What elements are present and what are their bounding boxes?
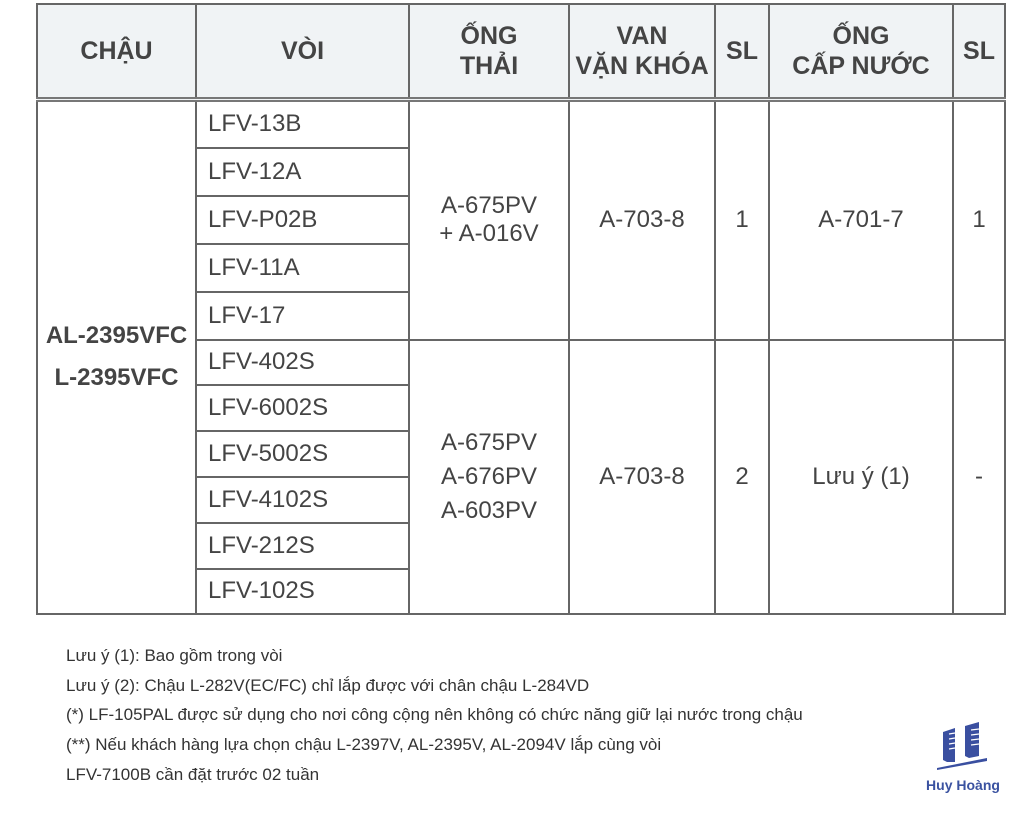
- note-line: Lưu ý (1): Bao gồm trong vòi: [66, 646, 283, 665]
- voi-cell: LFV-212S: [195, 521, 410, 570]
- table-row: LFV-17: [37, 290, 1005, 341]
- header-voi: VÒI: [195, 3, 410, 102]
- ong-cap-cell: Lưu ý (1): [768, 338, 954, 615]
- table-row: LFV-4102S: [37, 475, 1005, 524]
- table-row: LFV-212S: [37, 521, 1005, 570]
- van-cell: A-703-8: [568, 98, 716, 341]
- voi-cell: LFV-P02B: [195, 194, 410, 245]
- note-line: (**) Nếu khách hàng lựa chọn chậu L-2397…: [66, 735, 662, 755]
- huy-hoang-logo: Huy Hoàng: [918, 722, 1008, 793]
- table-row: LFV-P02B: [37, 194, 1005, 245]
- header-sl: SL: [952, 3, 1006, 102]
- sl-cell: -: [952, 338, 1006, 615]
- voi-cell: LFV-402S: [195, 338, 410, 386]
- buildings-icon: [937, 722, 987, 770]
- sl-cell: 1: [714, 98, 770, 341]
- voi-cell: LFV-6002S: [195, 383, 410, 432]
- header-van: VAN VẶN KHÓA: [568, 3, 716, 102]
- table-row: LFV-6002S: [37, 383, 1005, 432]
- table-row: AL-2395VFC L-2395VFC LFV-13B A-675PV + A-0…: [36, 98, 1006, 615]
- header-chau: CHẬU: [36, 3, 197, 102]
- notes: Lưu ý (1): Bao gồm trong vòi Lưu ý (2): …: [66, 641, 803, 790]
- header-sl: SL: [714, 3, 770, 102]
- voi-cell: LFV-17: [195, 290, 410, 341]
- header-row: CHẬU VÒI ỐNG THẢI VAN VẶN KHÓA SL ỐNG CẤP N…: [36, 3, 1006, 102]
- voi-cell: LFV-13B: [195, 98, 410, 149]
- ong-thai-cell: A-675PV + A-016V: [408, 98, 570, 341]
- product-compatibility-table: CHẬU VÒI ỐNG THẢI VAN VẶN KHÓA SL ỐNG CẤP N…: [36, 3, 1006, 615]
- table-row: LFV-12A: [37, 146, 1005, 197]
- voi-cell: LFV-5002S: [195, 429, 410, 478]
- table-row: LFV-5002S: [37, 429, 1005, 478]
- sl-cell: 2: [714, 338, 770, 615]
- sl-cell: 1: [952, 98, 1006, 341]
- table-row: LFV-102S: [37, 567, 1005, 615]
- voi-cell: LFV-4102S: [195, 475, 410, 524]
- note-line: LFV-7100B cần đặt trước 02 tuần: [66, 764, 320, 784]
- note-line: (*) LF-105PAL được sử dụng cho nơi công …: [66, 705, 803, 725]
- header-ong-cap: ỐNG CẤP NƯỚC: [768, 3, 954, 102]
- chau-cell: AL-2395VFC L-2395VFC: [36, 98, 197, 615]
- voi-cell: LFV-11A: [195, 242, 410, 293]
- table-row: LFV-402S A-675PV A-676PV A-603PV A-703-8 2…: [37, 338, 1006, 615]
- header-ong-thai: ỐNG THẢI: [408, 3, 570, 102]
- voi-cell: LFV-102S: [195, 567, 410, 615]
- ong-thai-cell: A-675PV A-676PV A-603PV: [408, 338, 570, 615]
- van-cell: A-703-8: [568, 338, 716, 615]
- table-row: LFV-11A: [37, 242, 1005, 293]
- note-line: Lưu ý (2): Chậu L-282V(EC/FC) chỉ lắp đư…: [66, 675, 590, 695]
- voi-cell: LFV-12A: [195, 146, 410, 197]
- ong-cap-cell: A-701-7: [768, 98, 954, 341]
